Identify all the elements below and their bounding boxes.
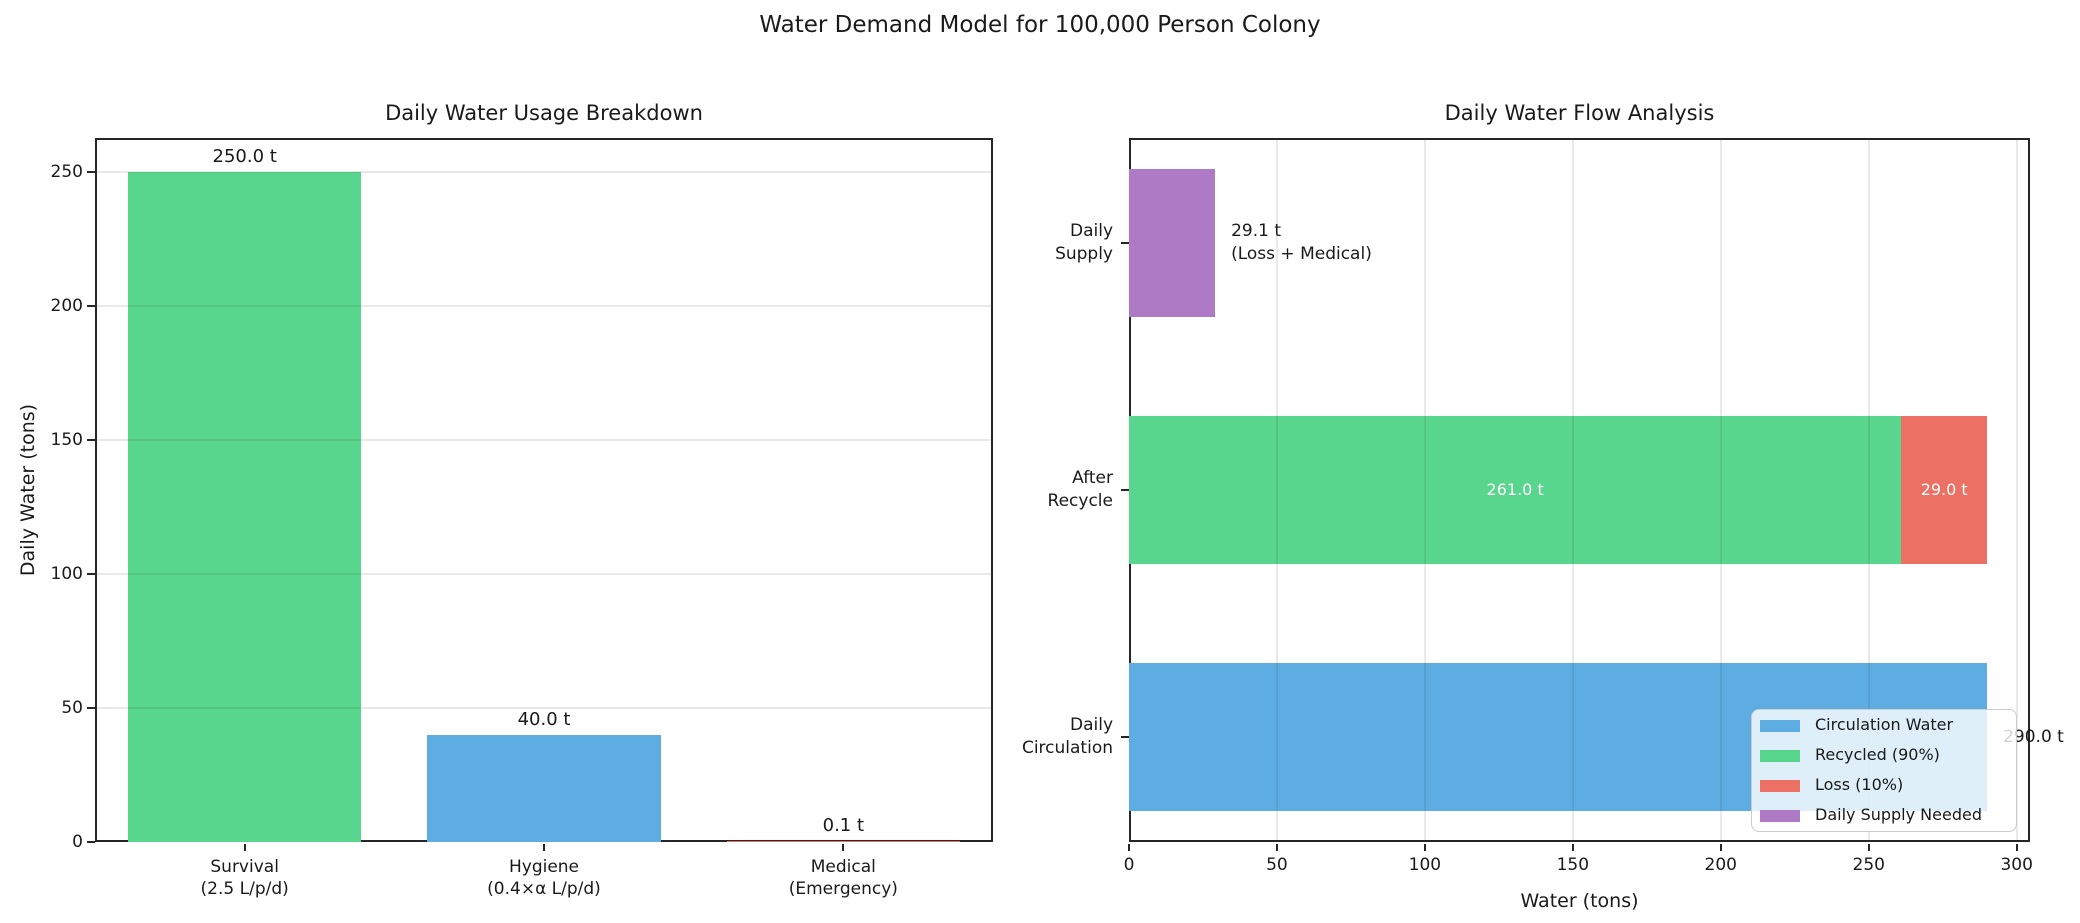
legend-label: Recycled (90%) xyxy=(1815,745,1940,764)
legend-label: Circulation Water xyxy=(1815,715,1954,734)
y-category-label: Daily Supply xyxy=(1055,220,1113,264)
y-gridline xyxy=(97,706,991,709)
bar-segment-purple xyxy=(1129,168,1216,318)
bar-annotation: 29.1 t (Loss + Medical) xyxy=(1231,220,1372,264)
y-tick-label: 50 xyxy=(61,697,83,718)
y-tick-label: 100 xyxy=(50,563,83,584)
left-y-axis-label: Daily Water (tons) xyxy=(17,403,39,577)
x-gridline xyxy=(1571,140,1574,840)
y-tickmark xyxy=(87,706,95,709)
x-gridline xyxy=(2015,140,2018,840)
legend-swatch-red xyxy=(1760,780,1800,792)
y-tickmark xyxy=(1121,489,1129,491)
bar-segment-green xyxy=(1129,415,1902,565)
y-tick-label: 150 xyxy=(50,429,83,450)
legend-label: Loss (10%) xyxy=(1815,775,1904,794)
bar-segment-label: 261.0 t xyxy=(1486,480,1544,499)
x-tickmark xyxy=(1867,844,1870,851)
x-category-label: Hygiene (0.4×α L/p/d) xyxy=(487,857,601,899)
x-tick-label: 150 xyxy=(1556,855,1590,875)
x-tick-label: 200 xyxy=(1704,855,1737,875)
y-tick-label: 200 xyxy=(50,295,83,316)
y-gridline xyxy=(97,438,991,441)
legend-swatch-green xyxy=(1760,750,1800,762)
y-tickmark xyxy=(1121,241,1129,244)
y-tickmark xyxy=(87,170,95,173)
x-gridline xyxy=(1423,140,1426,840)
bar-value-label: 250.0 t xyxy=(212,145,277,167)
x-tickmark xyxy=(243,844,246,851)
x-tickmark xyxy=(842,844,845,851)
x-tickmark xyxy=(1719,844,1722,851)
y-gridline xyxy=(97,572,991,575)
y-gridline xyxy=(97,170,991,173)
bar-segment-red xyxy=(1901,415,1988,565)
bar-hygiene xyxy=(427,734,661,842)
x-tickmark xyxy=(1128,844,1130,851)
right-chart-title: Daily Water Flow Analysis xyxy=(1444,101,1715,125)
y-tickmark xyxy=(87,841,95,843)
bar-value-label: 40.0 t xyxy=(517,708,571,730)
right-x-axis-label: Water (tons) xyxy=(1520,890,1639,912)
y-tickmark xyxy=(87,438,95,441)
x-tickmark xyxy=(2015,844,2018,851)
x-tick-label: 250 xyxy=(1852,855,1885,875)
y-tick-label: 0 xyxy=(72,832,83,852)
x-tickmark xyxy=(1423,844,1426,851)
legend-swatch-blue xyxy=(1760,720,1800,732)
x-tickmark xyxy=(1571,844,1574,851)
x-tick-label: 100 xyxy=(1408,855,1442,875)
x-category-label: Medical (Emergency) xyxy=(788,857,898,899)
x-category-label: Survival (2.5 L/p/d) xyxy=(200,857,289,899)
y-category-label: Daily Circulation xyxy=(1021,715,1113,759)
figure-title: Water Demand Model for 100,000 Person Co… xyxy=(759,12,1321,38)
y-category-label: After Recycle xyxy=(1047,468,1113,511)
bar-survival xyxy=(127,171,362,842)
bar-medical xyxy=(726,841,961,842)
legend-swatch-purple xyxy=(1760,810,1800,822)
x-gridline xyxy=(1275,140,1278,840)
x-tickmark xyxy=(1275,844,1278,851)
x-tick-label: 300 xyxy=(2000,855,2033,875)
x-tickmark xyxy=(543,844,545,851)
bar-value-label: 0.1 t xyxy=(822,815,865,836)
x-tick-label: 50 xyxy=(1266,855,1288,875)
bar-segment-label: 29.0 t xyxy=(1920,480,1968,499)
x-gridline xyxy=(1867,140,1870,840)
x-gridline xyxy=(1719,140,1722,840)
left-chart-title: Daily Water Usage Breakdown xyxy=(385,101,703,125)
bar-end-label: 290.0 t xyxy=(2003,727,2064,748)
x-tick-label: 0 xyxy=(1123,855,1135,875)
y-gridline xyxy=(97,304,991,307)
y-tickmark xyxy=(87,304,95,307)
legend-label: Daily Supply Needed xyxy=(1815,805,1982,824)
y-tickmark xyxy=(87,572,95,575)
y-tickmark xyxy=(1121,736,1129,739)
y-tick-label: 250 xyxy=(50,161,83,182)
